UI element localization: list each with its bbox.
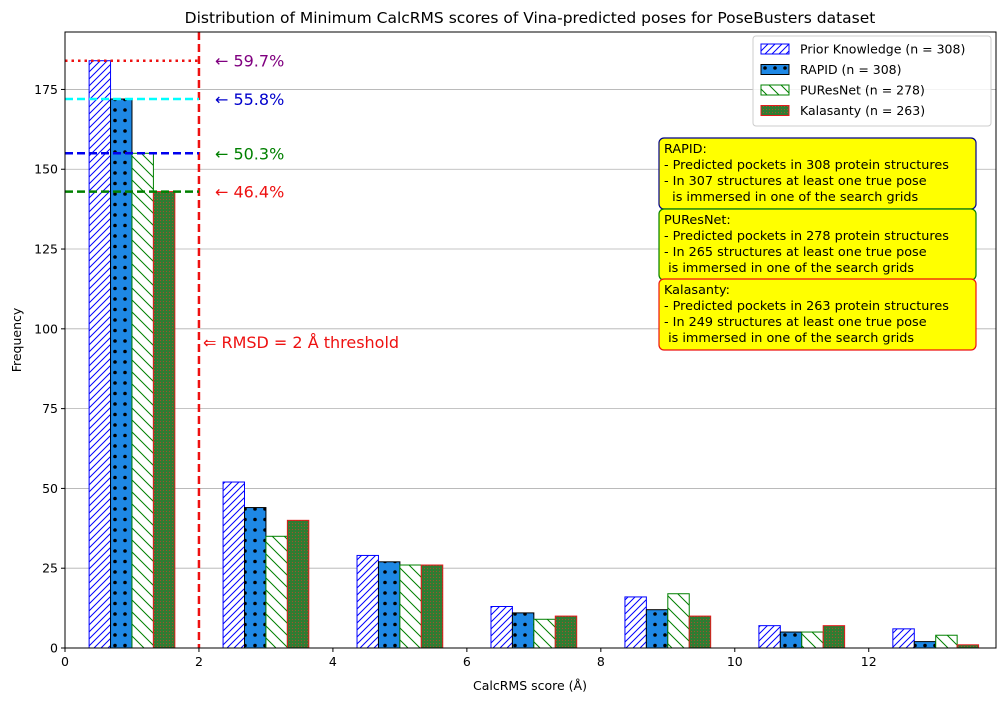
bar-hatch-diag-5 <box>758 625 781 649</box>
bar-fine-dots-2 <box>420 564 444 649</box>
y-tick-label: 100 <box>34 321 58 336</box>
legend-swatch <box>760 64 790 75</box>
x-tick-label: 12 <box>861 654 877 669</box>
bar-fine-dots-1 <box>286 519 310 649</box>
bar-hatch-diag-0 <box>88 60 112 649</box>
grid-lines <box>65 89 996 569</box>
y-tick-label: 150 <box>34 162 58 177</box>
threshold-label: ⇐ RMSD = 2 Å threshold <box>203 333 399 352</box>
info-box-line: - In 307 structures at least one true po… <box>664 174 927 189</box>
info-box-line: - Predicted pockets in 308 protein struc… <box>664 158 949 173</box>
info-boxes: RAPID:- Predicted pockets in 308 protein… <box>658 137 977 351</box>
x-tick-label: 6 <box>463 654 471 669</box>
y-tick-label: 50 <box>42 481 58 496</box>
x-axis-label: CalcRMS score (Å) <box>473 678 587 693</box>
y-tick-label: 125 <box>34 242 58 257</box>
info-box-line: - Predicted pockets in 263 protein struc… <box>664 299 949 314</box>
bar-dots-1 <box>244 507 267 649</box>
bar-dots-2 <box>377 561 401 649</box>
info-box-line: - In 249 structures at least one true po… <box>664 315 927 330</box>
info-box-line: PUResNet: <box>664 213 731 228</box>
legend-entry: Prior Knowledge (n = 308) <box>800 42 965 57</box>
x-tick-label: 10 <box>727 654 743 669</box>
bar-fine-dots-5 <box>822 625 846 649</box>
reference-label: ← 59.7% <box>215 52 284 71</box>
y-tick-label: 75 <box>42 401 58 416</box>
info-box-line: is immersed in one of the search grids <box>664 331 914 346</box>
bar-hatch-back-6 <box>935 634 958 649</box>
y-tick-label: 0 <box>50 641 58 656</box>
legend-entry: PUResNet (n = 278) <box>800 83 925 98</box>
info-box-line: RAPID: <box>664 142 707 157</box>
bar-dots-5 <box>779 631 803 649</box>
legend: Prior Knowledge (n = 308) RAPID (n = 308)… <box>752 35 992 127</box>
bar-hatch-back-5 <box>801 631 824 649</box>
info-box-line: - In 265 structures at least one true po… <box>664 245 927 260</box>
bar-hatch-back-3 <box>533 618 556 649</box>
bar-hatch-back-1 <box>265 535 288 649</box>
reference-label: ← 55.8% <box>215 90 284 109</box>
legend-swatch <box>760 105 790 116</box>
bar-dots-4 <box>645 609 669 649</box>
info-box-line: is immersed in one of the search grids <box>664 190 919 205</box>
reference-lines: ⇐ RMSD = 2 Å threshold ← 59.7% ← 55.8% ← 50… <box>65 32 399 648</box>
y-tick-label: 175 <box>34 82 58 97</box>
axis-ticks: 0 25 50 75 100 125 150 175 0 2 4 6 8 10 12 <box>34 82 877 669</box>
bar-hatch-diag-3 <box>490 606 513 649</box>
y-tick-label: 25 <box>42 561 58 576</box>
x-tick-label: 8 <box>597 654 605 669</box>
info-box-line: is immersed in one of the search grids <box>664 261 914 276</box>
legend-entry: Kalasanty (n = 263) <box>800 103 925 118</box>
x-tick-label: 2 <box>195 654 203 669</box>
info-box-line: Kalasanty: <box>664 283 730 298</box>
reference-label: ← 46.4% <box>215 183 284 202</box>
legend-swatch <box>760 84 790 96</box>
info-box <box>658 278 977 351</box>
bar-dots-3 <box>511 612 535 649</box>
bar-dots-0 <box>110 98 133 649</box>
x-tick-label: 4 <box>329 654 337 669</box>
y-axis-label: Frequency <box>9 307 24 372</box>
reference-label: ← 50.3% <box>215 144 284 163</box>
bar-hatch-back-0 <box>131 152 154 649</box>
x-tick-label: 0 <box>61 654 69 669</box>
bar-dots-6 <box>913 641 937 649</box>
bars <box>88 60 980 649</box>
bar-hatch-back-4 <box>667 593 690 649</box>
bar-fine-dots-4 <box>688 615 712 649</box>
bar-fine-dots-3 <box>554 615 578 649</box>
chart-title: Distribution of Minimum CalcRMS scores o… <box>185 9 876 27</box>
legend-frame <box>752 35 992 127</box>
plot-area-frame <box>64 31 997 649</box>
bar-hatch-diag-2 <box>356 554 379 649</box>
legend-swatch <box>760 43 790 55</box>
bar-hatch-diag-4 <box>624 596 647 649</box>
info-box-line: - Predicted pockets in 278 protein struc… <box>664 229 949 244</box>
bar-hatch-diag-1 <box>222 481 246 649</box>
bar-hatch-diag-6 <box>892 628 915 649</box>
bar-hatch-back-2 <box>399 564 422 649</box>
legend-entry: RAPID (n = 308) <box>800 62 902 77</box>
bar-fine-dots-0 <box>152 191 176 649</box>
